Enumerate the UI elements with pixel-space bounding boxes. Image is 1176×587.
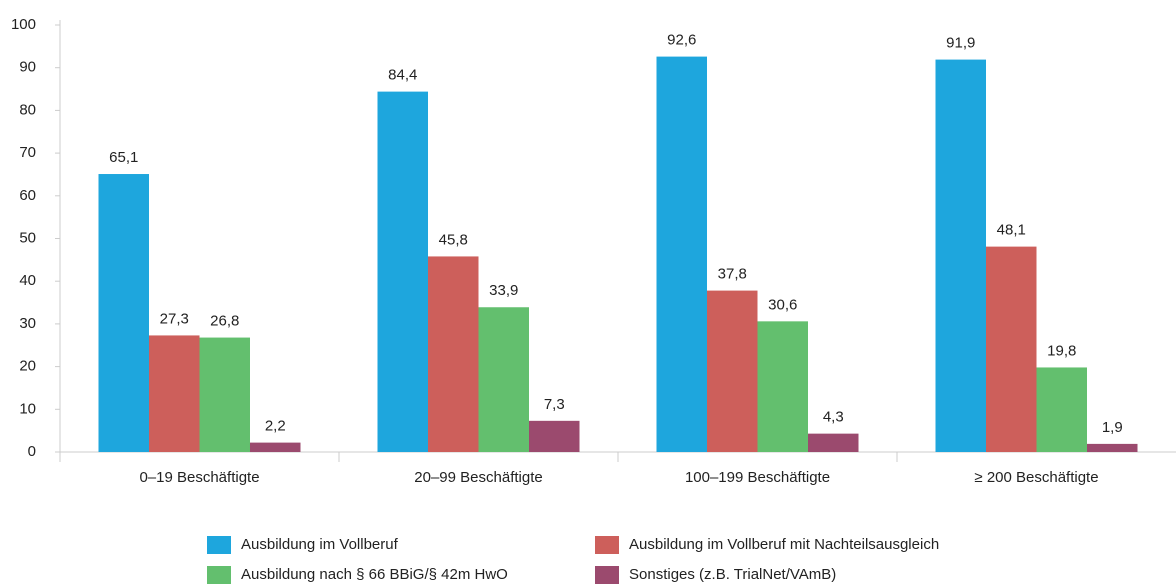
legend-swatch <box>595 566 619 584</box>
bar <box>428 256 479 452</box>
legend-swatch <box>207 536 231 554</box>
value-label: 1,9 <box>1102 419 1123 436</box>
legend-swatch <box>207 566 231 584</box>
legend-swatch <box>595 536 619 554</box>
bar <box>986 246 1037 452</box>
y-tick-label: 30 <box>19 315 36 332</box>
x-tick-label: 100–199 Beschäftigte <box>685 469 830 486</box>
bar <box>656 56 708 453</box>
legend-label: Sonstiges (z.B. TrialNet/VAmB) <box>629 566 836 583</box>
value-label: 4,3 <box>823 409 844 426</box>
y-tick-label: 0 <box>28 443 36 460</box>
y-tick-label: 90 <box>19 59 36 76</box>
value-label: 84,4 <box>388 67 417 84</box>
y-tick-label: 70 <box>19 144 36 161</box>
x-tick-label: 20–99 Beschäftigte <box>414 469 542 486</box>
bar <box>1086 443 1138 452</box>
bar <box>478 307 529 452</box>
bar <box>199 337 250 452</box>
bar <box>377 91 429 452</box>
value-label: 26,8 <box>210 313 239 330</box>
legend-label: Ausbildung nach § 66 BBiG/§ 42m HwO <box>241 566 508 583</box>
value-label: 2,2 <box>265 418 286 435</box>
value-label: 48,1 <box>997 222 1026 239</box>
legend-label: Ausbildung im Vollberuf mit Nachteilsaus… <box>629 536 939 553</box>
value-label: 30,6 <box>768 296 797 313</box>
value-label: 33,9 <box>489 282 518 299</box>
bar <box>1036 367 1087 452</box>
value-label: 27,3 <box>160 310 189 327</box>
value-label: 19,8 <box>1047 342 1076 359</box>
bar <box>249 442 301 452</box>
x-tick-label: 0–19 Beschäftigte <box>139 469 259 486</box>
y-tick-label: 60 <box>19 187 36 204</box>
y-tick-label: 100 <box>11 16 36 33</box>
bar <box>807 433 859 452</box>
value-label: 92,6 <box>667 32 696 49</box>
y-tick-label: 50 <box>19 229 36 246</box>
value-label: 65,1 <box>109 149 138 166</box>
bar <box>707 290 758 452</box>
bar <box>935 59 987 452</box>
value-label: 45,8 <box>439 231 468 248</box>
value-label: 91,9 <box>946 35 975 52</box>
bar <box>98 174 150 452</box>
y-tick-label: 10 <box>19 400 36 417</box>
bar <box>149 335 200 452</box>
y-tick-label: 80 <box>19 101 36 118</box>
value-label: 37,8 <box>718 266 747 283</box>
bar <box>757 321 808 452</box>
x-tick-label: ≥ 200 Beschäftigte <box>974 469 1098 486</box>
value-label: 7,3 <box>544 396 565 413</box>
y-tick-label: 40 <box>19 272 36 289</box>
legend-label: Ausbildung im Vollberuf <box>241 536 399 553</box>
y-tick-label: 20 <box>19 358 36 375</box>
bar <box>528 420 580 452</box>
